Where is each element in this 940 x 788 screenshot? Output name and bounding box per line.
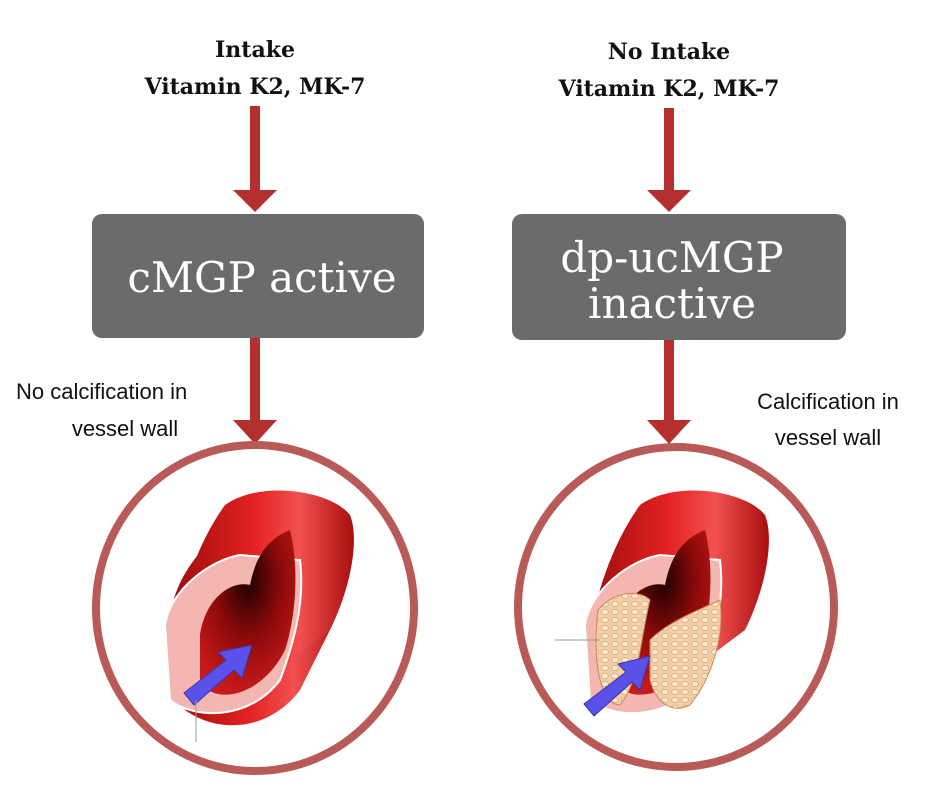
right-box-text-line2: inactive [588,279,756,328]
left-box-text: cMGP active [127,253,396,302]
left-header-line2: Vitamin K2, MK-7 [144,74,366,100]
right-label-line2: vessel wall [775,425,881,450]
right-header-line1: No Intake [608,39,730,65]
right-box-text-line1: dp-ucMGP [560,233,783,282]
left-label-line2: vessel wall [72,416,178,441]
left-header-line1: Intake [215,37,295,63]
left-pathway: Intake Vitamin K2, MK-7 cMGP active No c… [16,37,424,775]
calcified-vessel-illustration [555,490,769,717]
right-header-line2: Vitamin K2, MK-7 [558,76,780,102]
down-arrow-icon [233,106,277,212]
healthy-vessel-illustration [163,490,354,742]
down-arrow-icon [647,108,691,212]
right-pathway: No Intake Vitamin K2, MK-7 dp-ucMGP inac… [512,39,899,771]
cmgp-active-box [92,214,424,338]
down-arrow-icon [647,340,691,444]
left-label-line1: No calcification in [16,379,187,404]
healthy-vessel-circle [92,441,418,775]
dp-ucmgp-inactive-box [512,214,846,340]
right-label-line1: Calcification in [757,389,899,414]
down-arrow-icon [233,338,277,444]
calcified-vessel-circle [514,443,838,771]
